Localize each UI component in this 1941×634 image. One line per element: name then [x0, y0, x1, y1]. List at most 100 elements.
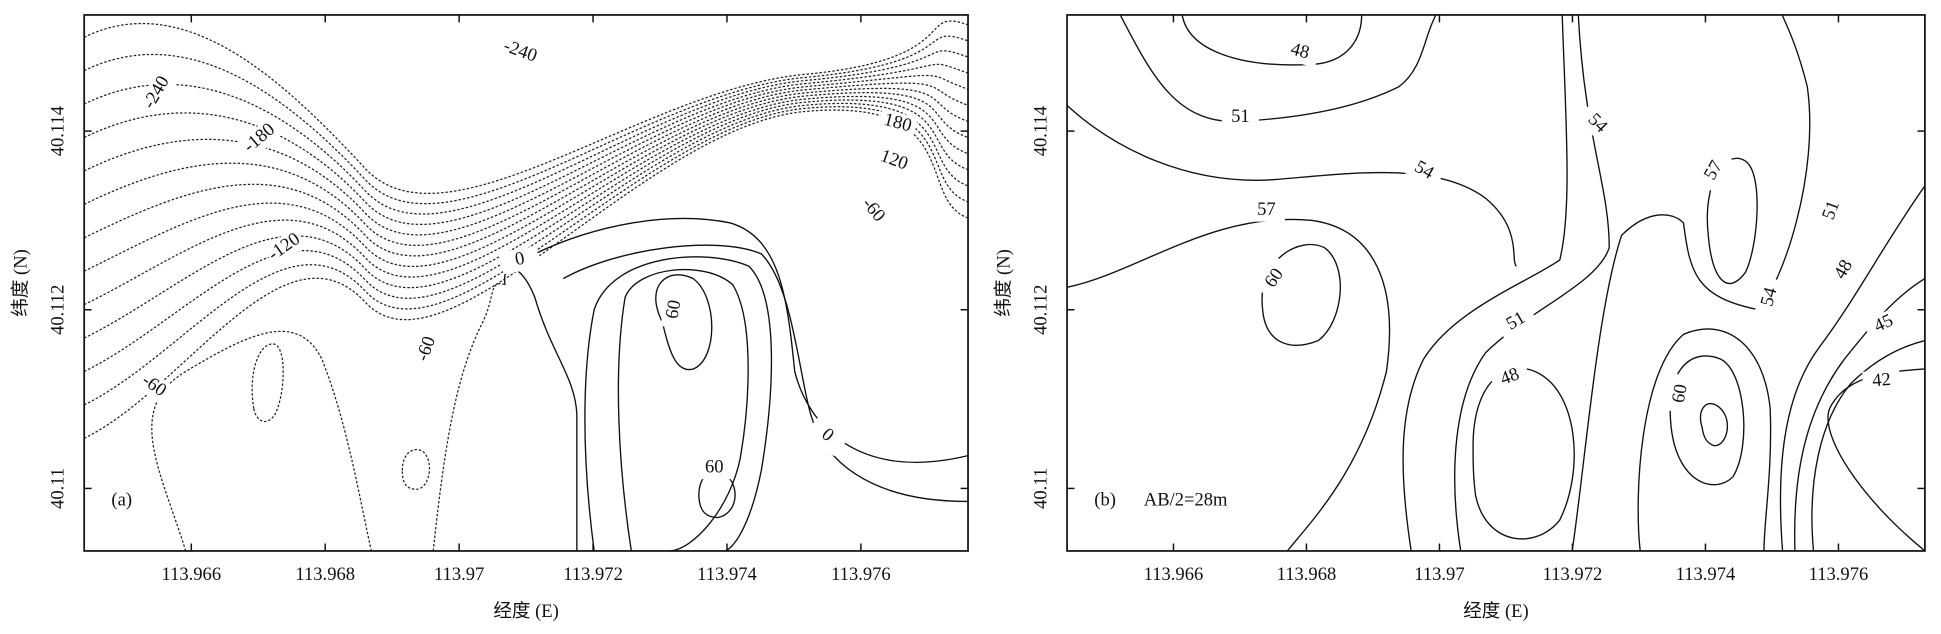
- contour-line: [84, 92, 969, 272]
- x-axis-label: 经度 (E): [1463, 601, 1528, 622]
- contour-label-text: 60: [1668, 383, 1692, 405]
- contour-label-bg: [872, 144, 916, 178]
- contour-line: [84, 82, 969, 246]
- contour-label-text: 42: [1871, 369, 1891, 392]
- contour-label-bg: [498, 35, 542, 69]
- contour-line: [562, 244, 969, 503]
- contour-line: [84, 20, 969, 194]
- contour-label-bg: [410, 327, 444, 371]
- contour-label: -120: [263, 227, 307, 268]
- contour-line: [1067, 104, 1517, 267]
- contour-line: [84, 102, 969, 373]
- x-axis-label: 经度 (E): [493, 601, 558, 622]
- contour-label: 51: [1815, 189, 1849, 232]
- contour-line: [1827, 368, 1925, 551]
- contour-label-text: 48: [1288, 38, 1311, 63]
- contour-line: [1571, 14, 1811, 551]
- contour-line: [84, 50, 969, 215]
- y-tick-label: 40.114: [48, 106, 69, 156]
- contour-label: 51: [1221, 106, 1259, 129]
- contour-label-bg: [1754, 276, 1786, 319]
- contour-label-bg: [263, 227, 307, 268]
- contour-line: [251, 343, 284, 423]
- contour-line: [617, 268, 749, 551]
- contour-label-bg: [238, 118, 282, 160]
- x-tick-label: 113.97: [434, 564, 484, 585]
- contour-label-bg: [1221, 106, 1259, 129]
- contour-line: [1261, 243, 1341, 346]
- contour-line: [84, 63, 969, 225]
- x-tick-label: 113.974: [1676, 564, 1736, 585]
- contour-label-bg: [852, 189, 894, 232]
- contour-label-bg: [1862, 306, 1906, 343]
- contour-label-bg: [1825, 248, 1864, 292]
- x-tick-label: 113.97: [1414, 564, 1464, 585]
- contour-line: [534, 217, 969, 463]
- y-axis-label: 纬度 (N): [993, 249, 1014, 316]
- contour-label: 54: [1401, 151, 1446, 190]
- contour-label: 54: [1754, 276, 1786, 319]
- contour-line: [84, 106, 969, 406]
- contour-label-bg: [1494, 303, 1539, 341]
- contour-label-bg: [1278, 36, 1321, 68]
- x-tick-label: 113.976: [831, 564, 891, 585]
- contour-line: [432, 283, 506, 551]
- contour-label: 48: [1825, 248, 1864, 292]
- contours: 48 51 54 54 57 57 60 51 48 60 54 51 48 45 42: [1067, 14, 1925, 551]
- contour-label-text: 60: [705, 456, 724, 477]
- panel-label: (b): [1094, 490, 1116, 511]
- contour-label: 42: [1862, 368, 1902, 395]
- contour-line: [1181, 14, 1363, 66]
- contour-line: [84, 74, 969, 236]
- contour-label-bg: [1862, 368, 1902, 395]
- contours: -240 -240 -180 180 120 -120 -60 -60 -60 0 0 60 60: [84, 20, 969, 551]
- contour-label-bg: [1247, 199, 1285, 222]
- x-tick-label: 113.966: [162, 564, 222, 585]
- contour-label: 60: [1255, 257, 1295, 301]
- contour-label-bg: [1401, 151, 1446, 190]
- y-tick-label: 40.112: [48, 285, 69, 335]
- contour-label-bg: [805, 415, 849, 457]
- contour-label: -180: [238, 118, 282, 160]
- contour-line: [1472, 367, 1575, 540]
- contour-line: [1793, 278, 1925, 551]
- panel: 48 51 54 54 57 57 60 51 48 60 54 51 48 45 42 113.966 113…: [993, 14, 1926, 622]
- contour-line: [151, 330, 372, 551]
- contour-line: [1454, 14, 1610, 551]
- contour-line: [1779, 185, 1925, 551]
- contour-line: [84, 87, 969, 257]
- contour-label: 60: [695, 456, 733, 480]
- y-tick-label: 40.11: [1031, 468, 1052, 509]
- contour-label: 0: [805, 415, 849, 457]
- contour-label-bg: [131, 366, 176, 407]
- plot-frame: [1066, 14, 1926, 552]
- plot-frame: [83, 14, 969, 552]
- contour-line: [584, 256, 773, 551]
- contour-label: 60: [1666, 373, 1696, 414]
- contour-label-text: 54: [1756, 285, 1781, 308]
- contour-line: [1067, 218, 1391, 551]
- contour-label: 60: [660, 289, 689, 330]
- contour-label-bg: [1666, 373, 1696, 414]
- contour-label-bg: [876, 108, 919, 140]
- x-tick-label: 113.976: [1809, 564, 1869, 585]
- contour-line: [655, 274, 713, 371]
- contour-line: [1119, 14, 1437, 123]
- contour-label: -240: [498, 35, 542, 69]
- contour-line: [84, 35, 969, 205]
- contour-label-text: 57: [1257, 199, 1276, 220]
- x-tick-label: 113.974: [697, 564, 757, 585]
- contour-label: 57: [1695, 149, 1734, 193]
- contour-label-text: 51: [1231, 106, 1250, 127]
- contour-line: [401, 448, 431, 490]
- contour-label: 45: [1862, 306, 1906, 343]
- contour-label-text: -240: [501, 35, 540, 66]
- contour-line: [1699, 402, 1729, 447]
- y-tick-label: 40.114: [1031, 106, 1052, 156]
- contour-label: -60: [131, 366, 176, 407]
- contour-line: [84, 95, 969, 306]
- y-tick-label: 40.112: [1031, 285, 1052, 335]
- contour-line: [1669, 355, 1745, 486]
- contour-label: 120: [872, 144, 916, 178]
- contour-label: -240: [138, 71, 177, 115]
